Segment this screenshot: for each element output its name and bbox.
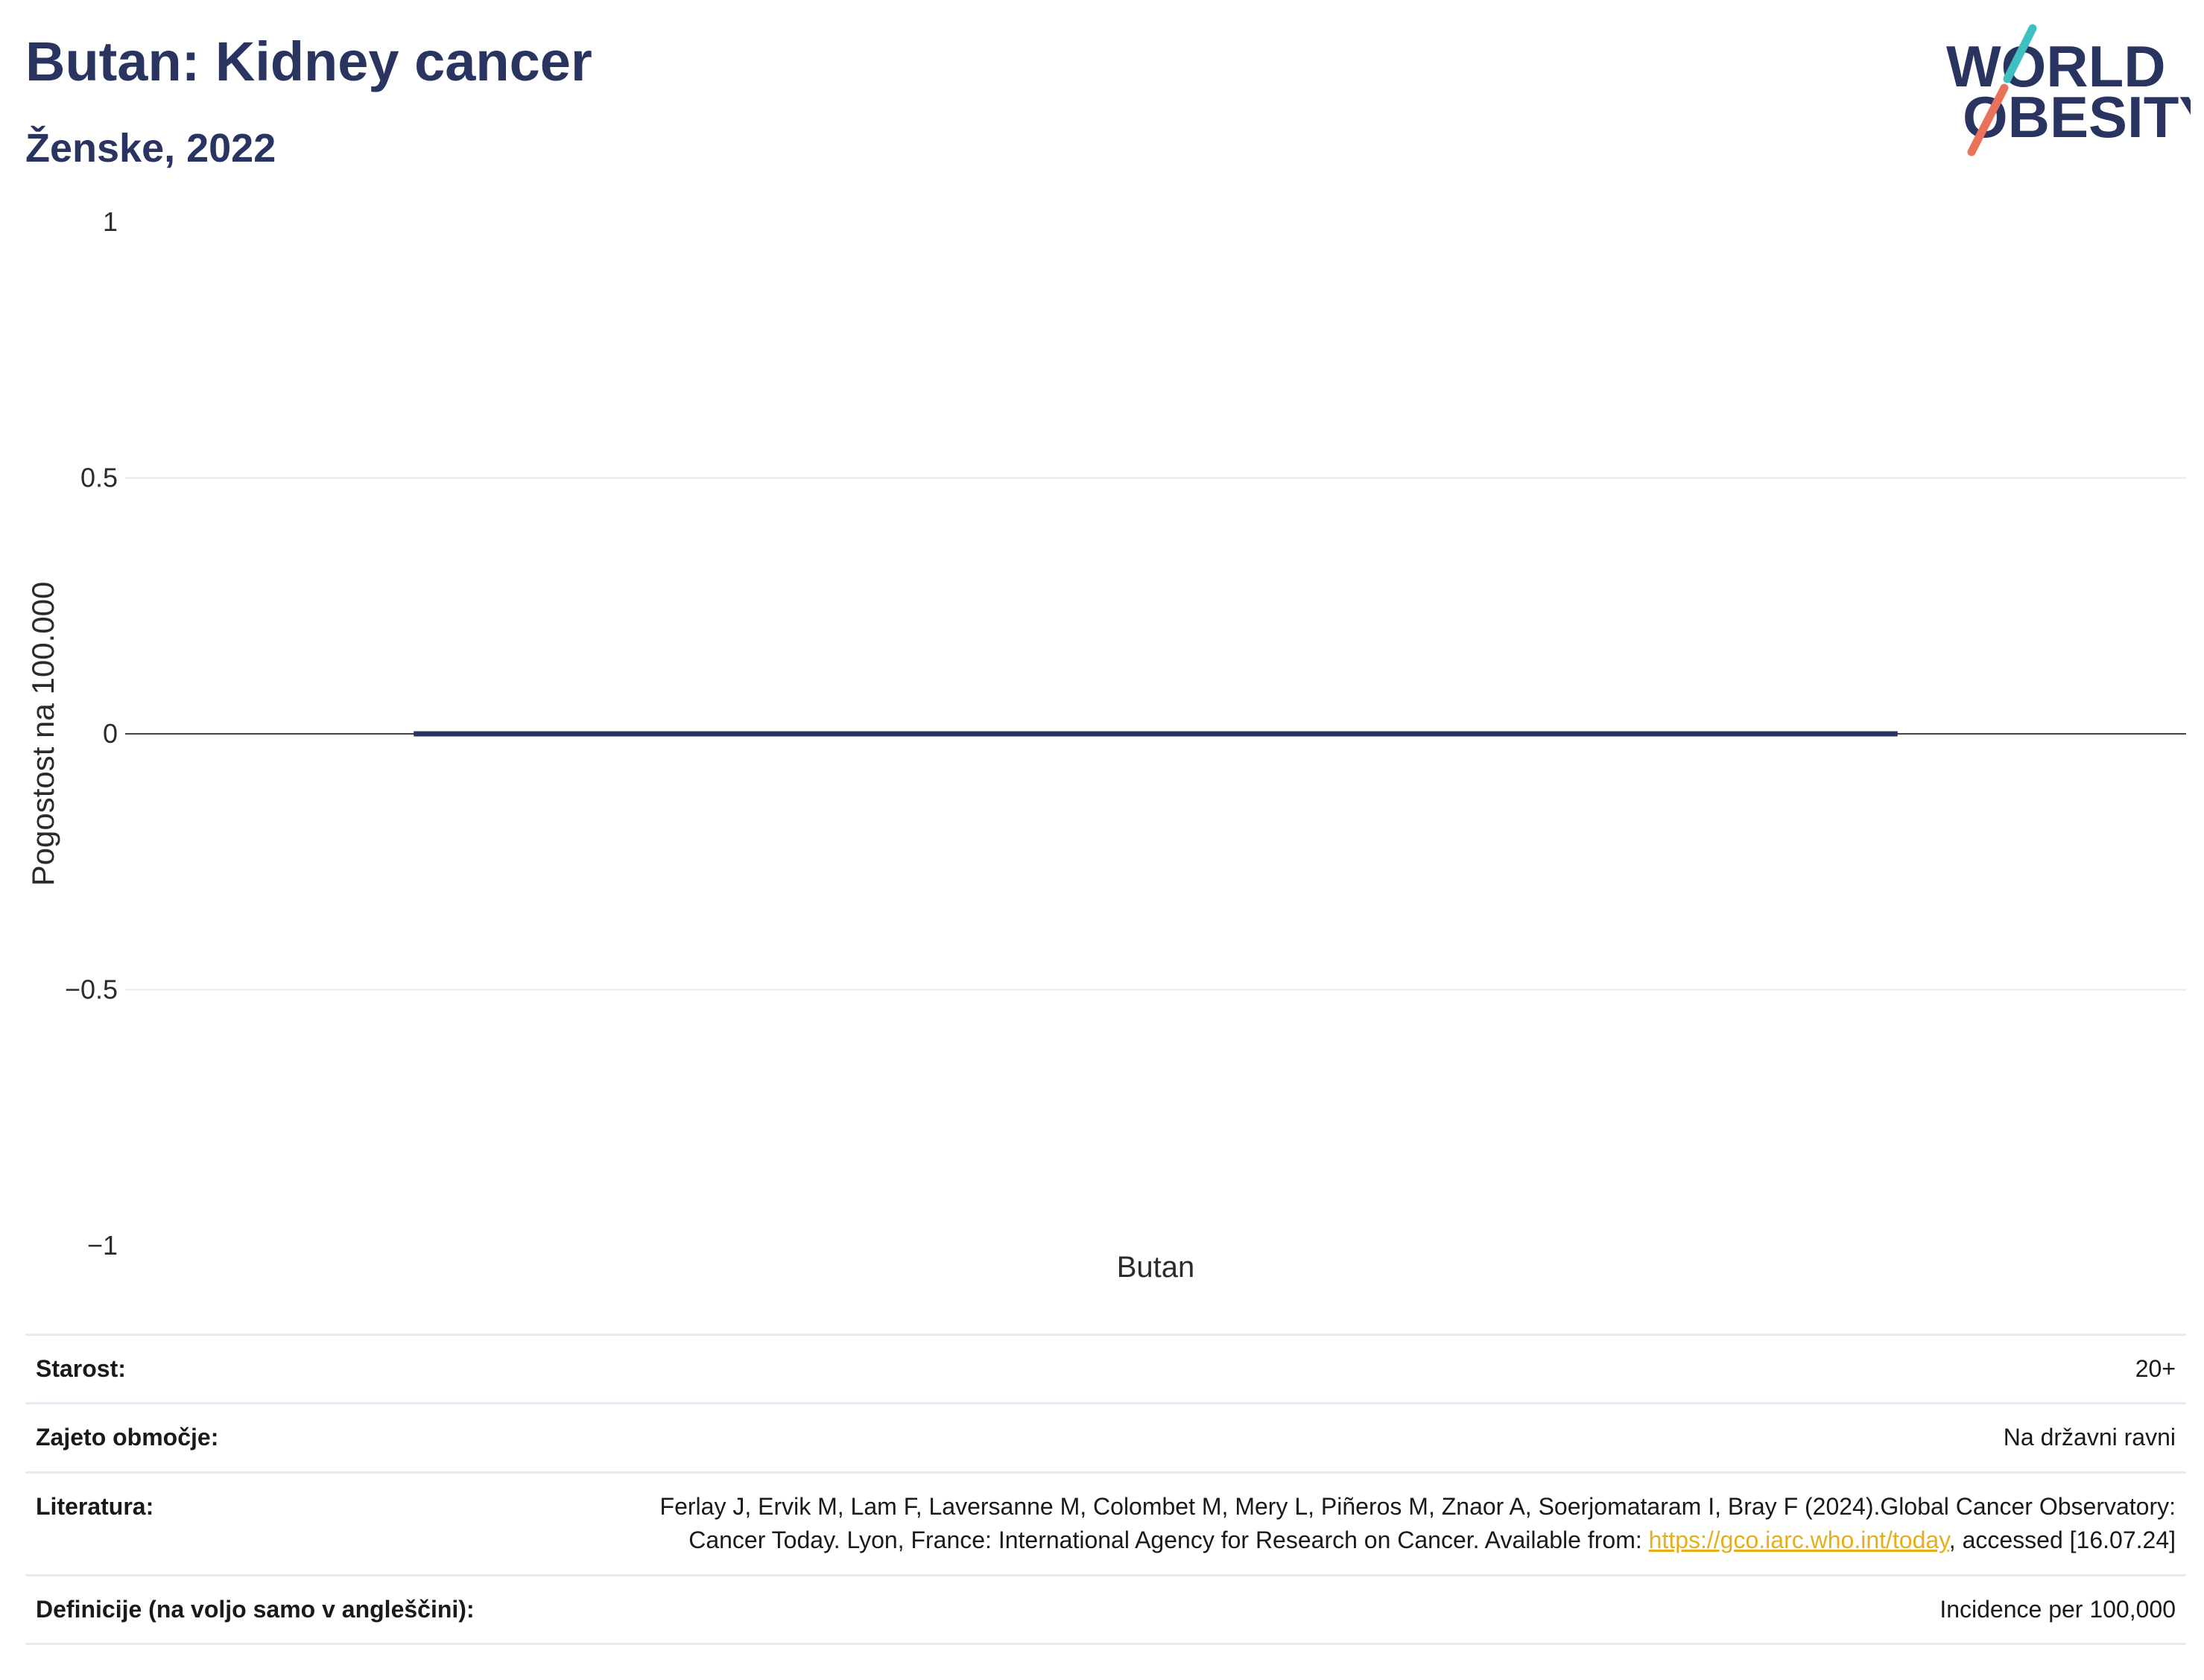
literature-text: Ferlay J, Ervik M, Lam F, Laversanne M, …	[659, 1492, 2176, 1554]
info-row-literature: Literatura: Ferlay J, Ervik M, Lam F, La…	[25, 1471, 2186, 1576]
y-axis-label: Pogostost na 100.000	[25, 582, 60, 887]
info-table: Starost: 20+ Zajeto območje: Na državni …	[25, 1333, 2186, 1646]
definitions-value: Incidence per 100,000	[568, 1573, 2186, 1646]
y-tick-label: 0	[103, 718, 118, 749]
literature-link[interactable]: https://gco.iarc.who.int/today	[1648, 1527, 1949, 1554]
logo-slash-coral	[1967, 83, 2009, 156]
bars	[414, 731, 1898, 737]
world-obesity-logo: WORLD OBESITY	[1946, 24, 2191, 156]
info-row-coverage: Zajeto območje: Na državni ravni	[25, 1402, 2186, 1474]
literature-label: Literatura:	[25, 1471, 568, 1576]
coverage-value: Na državni ravni	[568, 1402, 2186, 1474]
y-tick-label: 0.5	[80, 463, 118, 493]
page-title: Butan: Kidney cancer	[25, 31, 592, 92]
age-value: 20+	[568, 1333, 2186, 1405]
definitions-label: Definicije (na voljo samo v angleščini):	[25, 1573, 568, 1646]
coverage-label: Zajeto območje:	[25, 1402, 568, 1474]
y-tick-label: −1	[87, 1230, 118, 1261]
bar	[414, 731, 1898, 737]
y-tick-labels: 1 0.5 0 −0.5 −1	[65, 206, 118, 1261]
info-row-definitions: Definicije (na voljo samo v angleščini):…	[25, 1573, 2186, 1646]
bar-chart: 1 0.5 0 −0.5 −1 Butan Pogostost na 100.000	[25, 206, 2186, 1284]
info-row-age: Starost: 20+	[25, 1333, 2186, 1405]
age-label: Starost:	[25, 1333, 568, 1405]
page-subtitle: Ženske, 2022	[25, 126, 276, 171]
x-tick-label: Butan	[1117, 1251, 1195, 1284]
y-tick-label: −0.5	[65, 974, 118, 1005]
logo-slash-teal	[2003, 24, 2037, 83]
literature-value: Ferlay J, Ervik M, Lam F, Laversanne M, …	[568, 1471, 2186, 1576]
x-tick-labels: Butan	[1117, 1251, 1195, 1284]
y-tick-label: 1	[103, 206, 118, 237]
logo-line1: WORLD	[1946, 34, 2166, 99]
literature-suffix: , accessed [16.07.24]	[1948, 1527, 2176, 1554]
